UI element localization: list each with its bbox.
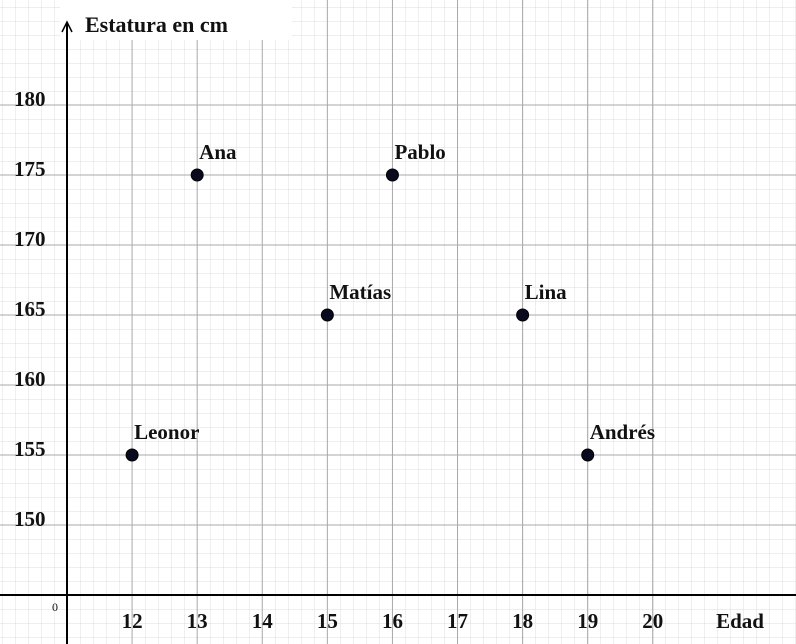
point-label: Pablo bbox=[394, 140, 445, 164]
point bbox=[320, 308, 334, 322]
x-tick-label: 12 bbox=[122, 609, 143, 633]
origin-label: 0 bbox=[52, 600, 58, 614]
x-tick-label: 18 bbox=[512, 609, 533, 633]
point bbox=[125, 448, 139, 462]
point bbox=[516, 308, 530, 322]
y-tick-label: 150 bbox=[14, 507, 46, 531]
y-tick-label: 180 bbox=[14, 87, 46, 111]
y-tick-label: 175 bbox=[14, 157, 46, 181]
point-label: Andrés bbox=[590, 420, 655, 444]
point-label: Ana bbox=[199, 140, 237, 164]
y-tick-label: 155 bbox=[14, 437, 46, 461]
y-axis-arrow bbox=[61, 20, 73, 33]
point bbox=[190, 168, 204, 182]
point-label: Matías bbox=[329, 280, 391, 304]
x-tick-label: 16 bbox=[382, 609, 403, 633]
y-tick-label: 170 bbox=[14, 227, 46, 251]
title-box bbox=[60, 0, 292, 40]
point-label: Lina bbox=[525, 280, 568, 304]
point bbox=[581, 448, 595, 462]
point-label: Leonor bbox=[134, 420, 199, 444]
point bbox=[385, 168, 399, 182]
x-axis-label: Edad bbox=[716, 609, 764, 633]
x-tick-label: 17 bbox=[447, 609, 468, 633]
x-tick-label: 14 bbox=[252, 609, 274, 633]
y-tick-label: 165 bbox=[14, 297, 46, 321]
chart-title: Estatura en cm bbox=[85, 12, 228, 37]
x-tick-label: 19 bbox=[577, 609, 598, 633]
y-tick-label: 160 bbox=[14, 367, 46, 391]
x-tick-label: 20 bbox=[642, 609, 663, 633]
x-tick-label: 15 bbox=[317, 609, 338, 633]
x-tick-label: 13 bbox=[187, 609, 208, 633]
